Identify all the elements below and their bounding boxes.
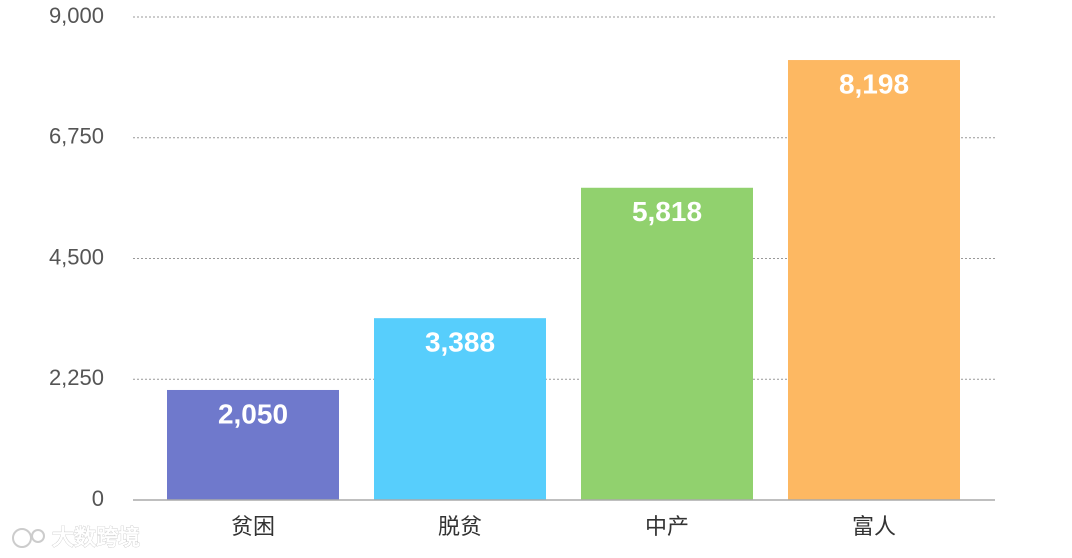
data-label: 8,198 [839, 68, 909, 99]
y-tick-label: 4,500 [49, 244, 104, 269]
x-tick-label: 脱贫 [438, 514, 482, 539]
x-tick-label: 贫困 [231, 514, 275, 539]
watermark-icon [12, 528, 45, 548]
bar [581, 187, 753, 500]
data-label: 2,050 [218, 398, 288, 429]
y-tick-label: 2,250 [49, 365, 104, 390]
y-tick-label: 0 [92, 486, 104, 511]
data-label: 3,388 [425, 327, 495, 358]
bar [167, 389, 339, 500]
x-tick-label: 富人 [852, 514, 896, 539]
y-tick-label: 6,750 [49, 124, 104, 149]
watermark: 大数跨境 [52, 525, 140, 550]
y-tick-label: 9,000 [49, 3, 104, 28]
x-tick-label: 中产 [645, 514, 689, 539]
bar [374, 318, 546, 500]
data-label: 5,818 [632, 196, 702, 227]
bar [788, 60, 960, 500]
